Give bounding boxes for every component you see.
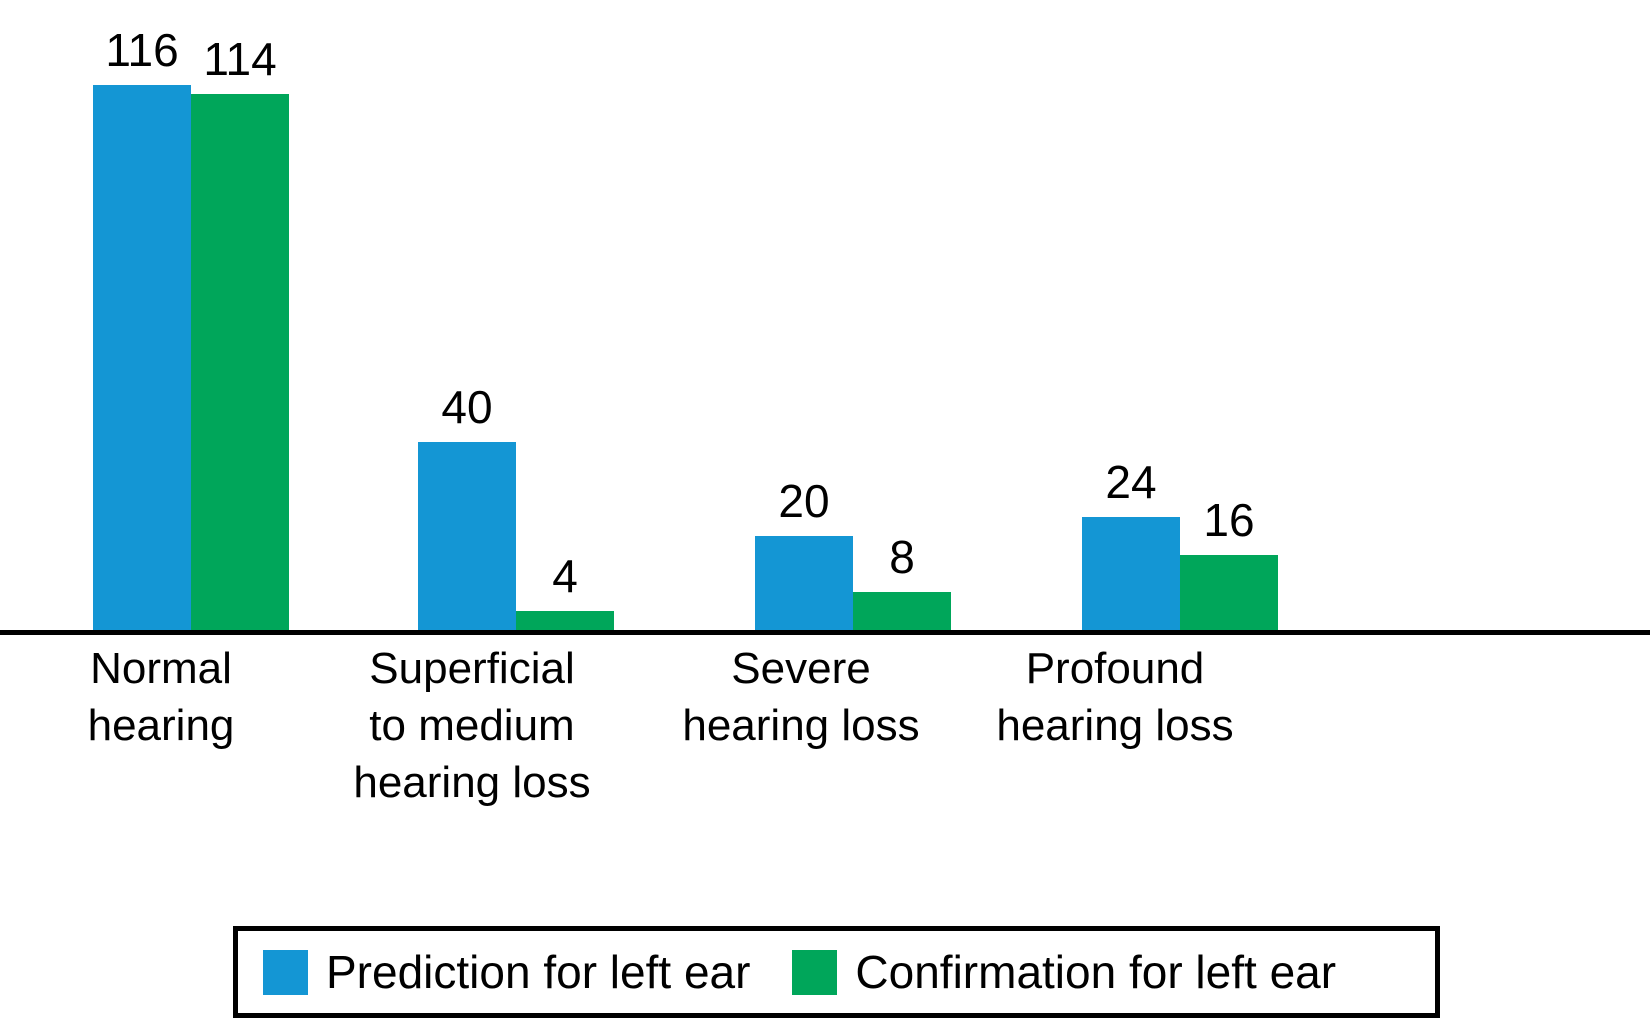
bar-value-label: 114 [203,33,277,85]
bar-value-label: 4 [552,550,578,602]
bar-value-label: 8 [889,531,915,583]
legend-swatch-icon [263,949,308,995]
category-label-2: Superficial to medium hearing loss [353,644,591,807]
bar-prediction-group4 [1082,517,1180,630]
category-label-3: Severe hearing loss [682,644,920,750]
bar-value-label: 16 [1203,494,1255,546]
bar-confirmation-group1 [191,94,289,630]
category-label-4: Profound hearing loss [996,644,1234,750]
legend-item-prediction: Prediction for left ear [263,945,750,999]
legend-label: Confirmation for left ear [855,946,1337,998]
bar-confirmation-group3 [853,592,951,630]
bar-value-label: 40 [441,381,493,433]
bar-value-label: 20 [778,475,830,527]
x-axis-line [0,630,1650,635]
bar-value-label: 24 [1105,456,1157,508]
legend-swatch-icon [792,949,838,995]
bar-confirmation-group2 [516,611,614,630]
bar-prediction-group1 [93,85,191,630]
category-label-1: Normal hearing [87,644,235,750]
bar-prediction-group3 [755,536,853,630]
bar-prediction-group2 [418,442,516,630]
bar-value-label: 116 [105,24,179,76]
legend-item-confirmation: Confirmation for left ear [792,945,1336,999]
legend-label: Prediction for left ear [326,946,751,998]
bar-confirmation-group4 [1180,555,1278,630]
chart-legend: Prediction for left ear Confirmation for … [233,926,1440,1018]
